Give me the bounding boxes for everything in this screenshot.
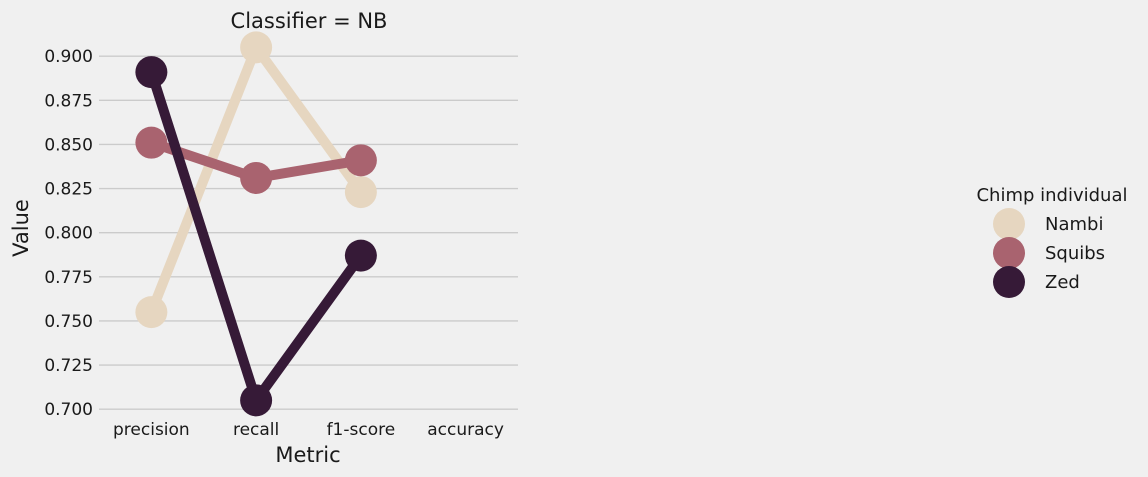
point-zed [240, 384, 273, 417]
y-tick-label: 0.775 [44, 268, 93, 288]
series-points [135, 31, 377, 417]
y-tick-labels: 0.700 0.725 0.750 0.775 0.800 0.825 0.850 0.875… [44, 47, 93, 420]
legend-label-nambi: Nambi [1045, 214, 1103, 235]
x-tick-label: accuracy [427, 420, 504, 440]
y-tick-label: 0.725 [44, 356, 93, 376]
x-tick-label: precision [113, 420, 190, 440]
y-tick-label: 0.825 [44, 180, 93, 200]
y-tick-label: 0.800 [44, 224, 93, 244]
x-axis-label: Metric [275, 443, 340, 467]
legend-label-squibs: Squibs [1045, 243, 1105, 264]
legend-label-zed: Zed [1045, 272, 1080, 293]
y-tick-label: 0.750 [44, 312, 93, 332]
legend: Chimp individual Nambi Squibs Zed [976, 185, 1128, 298]
y-tick-label: 0.700 [44, 400, 93, 420]
point-squibs [344, 144, 377, 177]
legend-marker-nambi [993, 208, 1025, 240]
point-zed [344, 239, 377, 272]
x-tick-label: f1-score [327, 420, 396, 440]
y-axis-label: Value [9, 199, 33, 257]
legend-marker-squibs [993, 237, 1025, 269]
legend-title: Chimp individual [976, 185, 1127, 206]
point-zed [135, 56, 168, 89]
x-tick-label: recall [233, 420, 279, 440]
chart-title: Classifier = NB [231, 9, 388, 33]
point-squibs [135, 126, 168, 159]
y-tick-label: 0.900 [44, 47, 93, 67]
point-squibs [240, 161, 273, 194]
x-tick-labels: precision recall f1-score accuracy [113, 420, 504, 440]
point-nambi [240, 31, 273, 64]
legend-marker-zed [993, 266, 1025, 298]
point-nambi [344, 176, 377, 209]
y-tick-label: 0.850 [44, 135, 93, 155]
point-nambi [135, 296, 168, 329]
y-tick-label: 0.875 [44, 91, 93, 111]
